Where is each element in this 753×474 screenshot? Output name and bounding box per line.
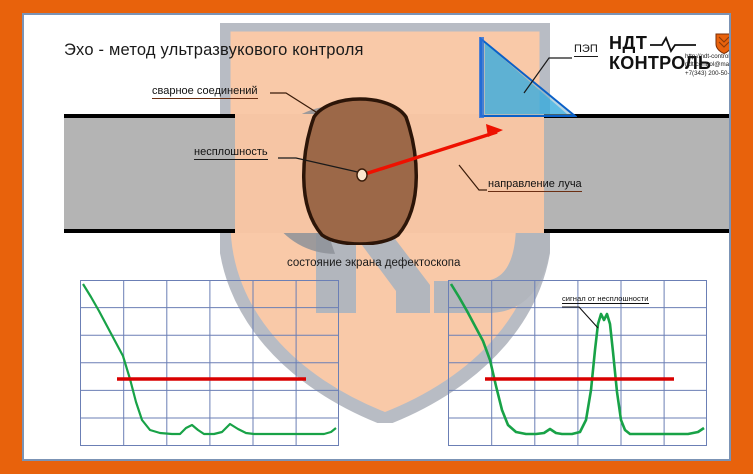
page-title: Эхо - метод ультразвукового контроля	[64, 41, 364, 59]
weld-bead-shape	[302, 97, 418, 245]
logo-text-kontrol: КОНТРОЛЬ	[609, 53, 712, 73]
scope-right-canvas	[448, 280, 707, 446]
scope-right-annotation-leader	[562, 306, 599, 329]
screen-state-caption: состояние экрана дефектоскопа	[287, 257, 461, 269]
scope-right-trace	[449, 283, 705, 436]
contact-website: http://ndt-control.ru	[685, 53, 730, 60]
contact-email: ndt-control@mail.ru	[685, 61, 730, 69]
shield-badge-icon	[715, 33, 729, 54]
scope-left-trace	[82, 283, 337, 436]
contact-phone: +7(343) 200-50-22	[685, 69, 730, 77]
scope-right	[448, 280, 707, 446]
logo-contact-info: http://ndt-control.ru ndt-control@mail.r…	[685, 53, 730, 78]
label-discontinuity: несплошность	[194, 146, 268, 160]
scope-right-grid	[448, 280, 707, 446]
scope-left-canvas	[80, 280, 339, 446]
logo-text-ndt: НДТ	[609, 33, 648, 53]
pulse-wave-icon	[650, 35, 696, 53]
poster-frame: Эхо - метод ультразвукового контроля НДТ…	[22, 13, 731, 461]
ultrasonic-probe-pep	[479, 37, 577, 118]
scope-left	[80, 280, 339, 446]
label-beam-direction: направление луча	[488, 178, 582, 192]
label-probe: ПЭП	[574, 43, 598, 57]
scope-left-grid	[80, 280, 339, 446]
label-discontinuity-signal: сигнал от несплошности	[562, 294, 649, 304]
brand-logo: НДТ КОНТРОЛЬ http://ndt-control.ru ndt-c…	[609, 33, 730, 89]
label-weld-joint: сварное соединений	[152, 85, 258, 99]
